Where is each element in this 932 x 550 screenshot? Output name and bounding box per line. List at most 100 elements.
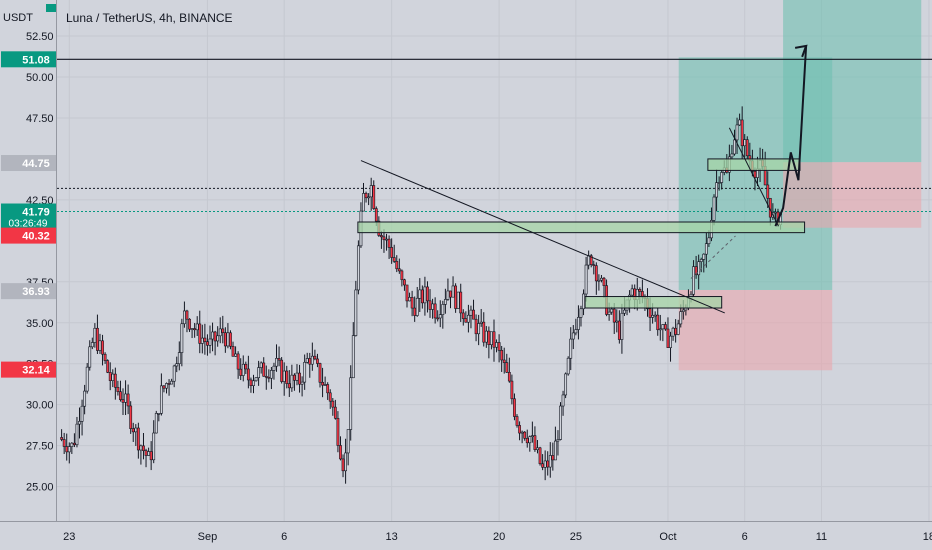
profit-box[interactable]	[783, 0, 922, 163]
candle-up	[349, 377, 353, 430]
candle-down	[594, 265, 598, 282]
candle-down	[206, 341, 209, 346]
candle-down	[339, 445, 342, 460]
candle-up	[356, 245, 360, 291]
candle-up	[530, 435, 534, 437]
candle-up	[423, 286, 427, 304]
candle-down	[525, 438, 529, 444]
candle-up	[165, 383, 168, 389]
y-tick-label: 27.50	[26, 441, 54, 453]
candle-down	[507, 372, 511, 382]
candle-up	[495, 342, 498, 348]
candle-up	[456, 291, 460, 309]
candle-down	[497, 342, 501, 351]
candle-up	[418, 289, 422, 299]
candle-down	[541, 463, 544, 468]
candle-down	[766, 184, 770, 199]
candle-up	[170, 380, 174, 385]
candle-down	[546, 460, 550, 468]
zone-box[interactable]	[357, 221, 806, 234]
loss-box[interactable]	[783, 162, 922, 228]
zone-box[interactable]	[707, 158, 801, 171]
candle-up	[139, 445, 143, 451]
candle-down	[436, 317, 440, 320]
candle-up	[730, 153, 734, 158]
trendline[interactable]	[728, 127, 779, 227]
candle-down	[313, 355, 317, 360]
candle-down	[400, 270, 404, 281]
candle-up	[559, 405, 562, 440]
candle-up	[270, 370, 273, 379]
candle-up	[272, 365, 276, 371]
candle-up	[180, 323, 184, 353]
candle-up	[584, 264, 588, 295]
candle-down	[244, 363, 248, 370]
candle-up	[259, 362, 263, 368]
candle-up	[208, 338, 212, 346]
price-badge	[1, 203, 56, 230]
candle-up	[415, 297, 419, 316]
candle-up	[623, 309, 626, 314]
candle-up	[669, 335, 672, 348]
candle-down	[326, 384, 330, 394]
candle-down	[229, 332, 232, 347]
candle-up	[124, 393, 127, 403]
dashed-trendline[interactable]	[690, 235, 736, 279]
candle-down	[518, 425, 521, 434]
candle-up	[707, 237, 711, 244]
candle-down	[551, 455, 555, 461]
candle-down	[745, 139, 749, 157]
candle-up	[275, 358, 278, 367]
time-axis: 23 Sep 6 13 20 25 Oct 6 11 18	[63, 531, 932, 543]
candle-up	[600, 277, 603, 281]
candle-down	[392, 257, 396, 262]
candle-down	[331, 400, 335, 408]
y-tick-label: 25.00	[26, 482, 54, 494]
candle-up	[190, 328, 194, 330]
candle-up	[90, 342, 94, 348]
candle-up	[733, 139, 736, 155]
candle-up	[528, 436, 532, 444]
candle-down	[119, 391, 122, 400]
candle-up	[579, 308, 583, 318]
price-badge-label: 41.79	[22, 207, 50, 219]
candle-down	[474, 318, 478, 335]
zone-box[interactable]	[584, 296, 723, 309]
candle-down	[264, 375, 268, 378]
candles	[60, 106, 782, 484]
projection-path[interactable]	[774, 45, 808, 227]
candle-up	[692, 266, 695, 295]
candle-up	[218, 328, 222, 337]
candle-down	[341, 458, 345, 472]
chart-title: Luna / TetherUS, 4h, BINANCE	[66, 11, 233, 25]
candle-down	[185, 310, 189, 320]
candle-up	[85, 366, 89, 392]
candle-up	[257, 367, 261, 379]
candle-up	[661, 324, 665, 330]
candle-up	[469, 309, 473, 316]
candle-up	[479, 321, 483, 324]
trendline[interactable]	[360, 160, 725, 314]
candle-up	[98, 340, 102, 351]
candle-up	[80, 405, 84, 422]
candle-down	[410, 297, 414, 309]
candle-up	[446, 290, 450, 300]
candle-up	[254, 377, 258, 382]
candle-up	[300, 381, 304, 385]
candle-up	[134, 427, 138, 433]
x-tick-label: 18	[923, 531, 932, 543]
candle-down	[116, 386, 120, 392]
candle-down	[131, 428, 135, 433]
support-resistance-zones	[357, 158, 806, 309]
candle-up	[697, 261, 701, 276]
candle-up	[536, 447, 539, 451]
candle-up	[597, 279, 601, 282]
countdown-label: 03:26:49	[9, 219, 48, 230]
candle-down	[336, 417, 340, 446]
candle-down	[374, 208, 378, 222]
candle-up	[699, 259, 703, 262]
candle-up	[484, 330, 488, 343]
candle-down	[617, 320, 621, 340]
candle-down	[129, 405, 133, 429]
